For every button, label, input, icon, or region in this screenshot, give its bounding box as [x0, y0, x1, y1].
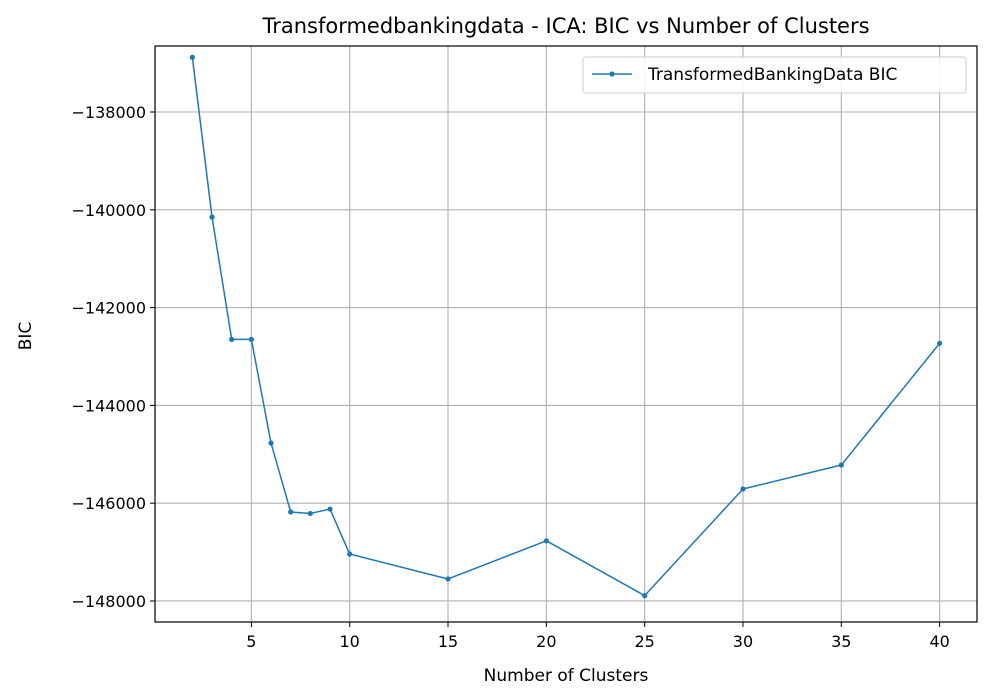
data-point [740, 486, 746, 492]
grid-lines [155, 46, 977, 622]
data-point [288, 509, 294, 515]
y-tick-label: −142000 [72, 299, 146, 318]
legend-label: TransformedBankingData BIC [647, 65, 897, 85]
data-point [347, 551, 353, 557]
y-tick-label: −140000 [72, 201, 146, 220]
data-point [209, 214, 215, 220]
x-tick-label: 10 [340, 632, 360, 651]
data-point [268, 440, 274, 446]
x-tick-label: 20 [536, 632, 556, 651]
x-tick-label: 35 [831, 632, 851, 651]
x-tick-label: 5 [246, 632, 256, 651]
y-tick-label: −144000 [72, 396, 146, 415]
x-tick-label: 40 [929, 632, 949, 651]
y-tick-label: −138000 [72, 103, 146, 122]
x-tick-label: 30 [733, 632, 753, 651]
x-tick-label: 25 [634, 632, 654, 651]
x-tick-label: 15 [438, 632, 458, 651]
data-point [307, 510, 313, 517]
chart-title: Transformedbankingdata - ICA: BIC vs Num… [261, 14, 869, 38]
data-point [642, 593, 648, 599]
data-point [543, 538, 549, 544]
data-point [248, 336, 254, 342]
data-point [327, 506, 333, 512]
plot-frame [154, 45, 978, 623]
data-point [189, 54, 195, 60]
x-axis-title: Number of Clusters [484, 666, 649, 686]
y-tick-label: −148000 [72, 592, 146, 611]
y-tick-label: −146000 [72, 494, 146, 513]
data-point [445, 576, 451, 582]
data-point [229, 336, 235, 342]
data-point [937, 340, 943, 346]
legend-box [582, 56, 967, 94]
legend: TransformedBankingData BIC [582, 56, 967, 94]
y-axis-title: BIC [16, 322, 36, 351]
series-layer [189, 54, 943, 599]
data-point [838, 462, 844, 468]
axis-ticks: 5 10 15 20 25 30 35 40 −148000 −146000 −144000 −142… [72, 103, 950, 651]
legend-marker-swatch [609, 71, 615, 77]
